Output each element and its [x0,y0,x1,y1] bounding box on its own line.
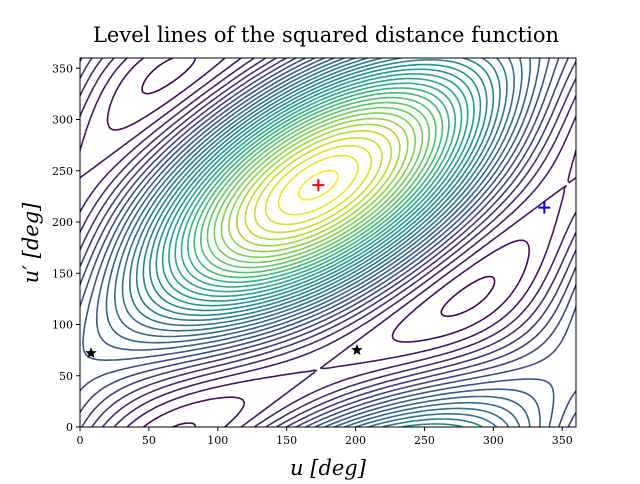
contour-line [253,137,383,234]
plot-frame [79,57,577,428]
contour-line [220,112,417,258]
y-tick-label: 200 [52,216,73,229]
y-tick-label: 150 [52,267,73,280]
chart-title: Level lines of the squared distance func… [93,23,559,47]
star-marker [85,347,97,359]
contour-line [213,106,424,264]
x-tick-label: 350 [552,434,573,447]
x-tick-label: 300 [483,434,504,447]
y-tick-label: 50 [59,370,73,383]
plus-marker [312,179,325,192]
star-marker [351,344,363,355]
contour-line [141,58,496,427]
contour-line [236,123,401,247]
contour-line [121,58,515,427]
contours [80,58,576,427]
contour-line [105,58,531,427]
contour-line [180,82,456,288]
x-axis-label: u [deg] [290,456,367,480]
y-tick-label: 300 [52,114,73,127]
y-tick-label: 100 [52,319,73,332]
plus-marker [538,201,551,214]
contour-line [193,92,444,279]
y-tick-label: 250 [52,165,73,178]
contour-line [200,96,437,274]
contour-line [114,58,523,427]
contour-line [228,117,409,253]
contour-line [187,87,450,283]
contour-line [206,101,431,269]
contour-line [82,58,555,427]
contour-line [95,58,541,427]
contour-line [142,58,495,427]
contour-line [161,68,475,302]
contour-line [244,130,393,241]
contour-line [174,77,463,293]
x-tick-label: 250 [414,434,435,447]
contour-line [277,154,359,216]
contour-line [168,73,469,298]
y-axis-label: u′ [deg] [19,202,43,283]
x-tick-label: 100 [207,434,228,447]
contour-line [80,58,576,427]
x-tick-label: 50 [142,434,156,447]
contour-line [264,145,373,226]
x-tick-label: 200 [345,434,366,447]
contour-line [129,58,508,427]
contour-line [297,169,339,201]
contour-line [106,58,530,427]
x-tick-label: 150 [276,434,297,447]
contour-line [80,58,576,427]
y-tick-label: 0 [66,421,73,434]
contour-line [80,58,576,427]
contour-line [149,59,488,312]
contour-line [155,63,482,307]
x-tick-label: 0 [77,434,84,447]
y-tick-label: 350 [52,62,73,75]
